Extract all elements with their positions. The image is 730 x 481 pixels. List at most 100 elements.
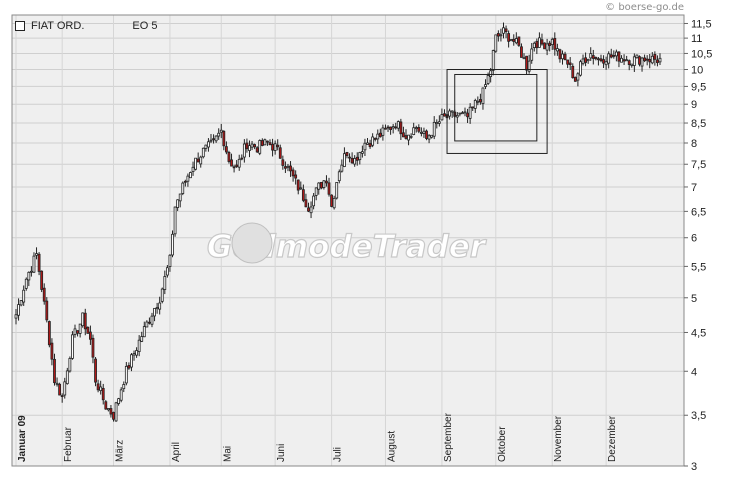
candle-down	[566, 59, 570, 65]
candle-up	[124, 365, 128, 384]
candle-up	[122, 384, 126, 390]
candle-up	[422, 130, 426, 134]
candle-up	[29, 270, 33, 273]
candle-down	[289, 165, 292, 172]
candle-up	[165, 267, 169, 276]
candle-up	[437, 121, 441, 124]
candle-up	[258, 140, 262, 154]
y-tick-label: 8,5	[691, 118, 706, 130]
candle-up	[419, 131, 423, 134]
candle-up	[481, 87, 485, 105]
candle-up	[219, 129, 223, 133]
candle-up	[286, 165, 290, 168]
watermark-logo-icon	[231, 222, 273, 264]
candle-down	[325, 180, 328, 184]
legend: FIAT ORD. EO 5	[15, 20, 157, 32]
x-month-label: Januar 09	[17, 415, 28, 462]
candle-up	[430, 134, 434, 138]
candle-down	[40, 270, 44, 290]
candle-down	[389, 126, 392, 131]
candle-up	[117, 398, 121, 404]
candle-up	[407, 134, 410, 141]
candle-down	[96, 383, 100, 391]
candle-down	[348, 156, 351, 159]
candle-down	[319, 181, 323, 189]
candle-down	[627, 60, 631, 65]
candle-down	[443, 113, 446, 117]
candle-down	[301, 189, 305, 201]
candle-down	[543, 42, 546, 50]
candle-down	[112, 411, 115, 420]
candle-down	[368, 143, 372, 148]
candle-down	[535, 40, 539, 49]
candle-down	[304, 199, 308, 208]
candle-up	[73, 328, 77, 335]
y-tick-label: 8	[691, 138, 697, 150]
candle-down	[37, 253, 41, 272]
candle-down	[86, 326, 90, 334]
candle-up	[586, 59, 590, 62]
candle-up	[376, 133, 380, 140]
candle-up	[99, 386, 103, 392]
candle-up	[632, 56, 636, 66]
candle-up	[248, 145, 251, 151]
candle-down	[643, 57, 647, 62]
candle-down	[266, 140, 269, 143]
candle-up	[22, 289, 26, 303]
candle-up	[450, 110, 454, 113]
candle-up	[35, 253, 38, 256]
candle-up	[455, 114, 459, 118]
candle-up	[27, 271, 31, 281]
candle-up	[435, 122, 439, 125]
legend-indicator: EO 5	[132, 20, 158, 32]
candle-up	[335, 182, 339, 199]
candle-up	[650, 55, 654, 64]
candle-up	[658, 57, 662, 63]
candle-up	[332, 197, 336, 209]
candle-up	[155, 307, 159, 310]
candle-up	[158, 302, 162, 310]
x-month-label: November	[553, 415, 564, 462]
x-month-label: April	[171, 442, 182, 462]
candle-down	[94, 358, 97, 383]
candle-up	[132, 353, 136, 356]
candle-down	[307, 207, 310, 212]
candle-down	[466, 112, 469, 118]
candle-up	[312, 195, 316, 207]
candle-down	[553, 37, 557, 50]
candle-up	[604, 61, 608, 66]
candle-up	[299, 187, 303, 190]
candle-up	[186, 175, 190, 182]
y-tick-label: 3	[691, 461, 697, 473]
y-tick-label: 9	[691, 99, 697, 111]
candle-up	[106, 408, 110, 411]
y-tick-label: 7,5	[691, 159, 706, 171]
candle-up	[168, 254, 172, 267]
candle-up	[173, 206, 177, 235]
candle-up	[360, 151, 364, 154]
candle-down	[232, 166, 236, 169]
candle-up	[640, 57, 644, 67]
candle-up	[314, 187, 318, 196]
candle-down	[83, 312, 87, 330]
candle-up	[55, 382, 59, 385]
candle-up	[199, 156, 203, 165]
candle-up	[263, 139, 267, 146]
candle-up	[237, 158, 241, 168]
x-month-label: September	[443, 412, 454, 462]
candle-up	[555, 48, 559, 52]
candle-down	[622, 59, 626, 62]
candle-up	[476, 100, 480, 103]
x-month-label: Juli	[333, 447, 344, 462]
legend-symbol: FIAT ORD.	[31, 20, 85, 32]
candle-down	[612, 54, 616, 57]
candle-up	[130, 354, 133, 368]
candle-down	[284, 166, 287, 169]
candle-down	[656, 59, 659, 64]
candle-down	[268, 142, 272, 146]
candle-up	[214, 135, 218, 142]
candle-down	[525, 55, 528, 71]
candle-up	[273, 143, 277, 151]
candle-up	[65, 370, 69, 385]
